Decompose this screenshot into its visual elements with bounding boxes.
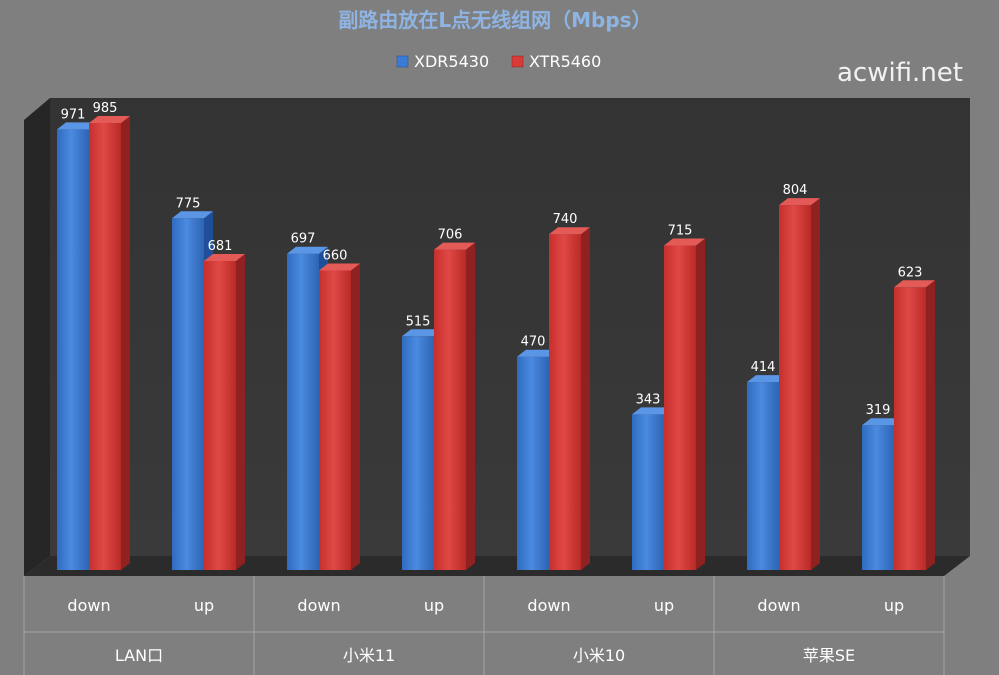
bar-xtr5460-5 — [664, 238, 705, 570]
watermark: acwifi.net — [837, 58, 963, 88]
x-tick-label-4: down — [527, 596, 570, 615]
data-label-xdr5430-3: 515 — [406, 314, 431, 329]
value-labels: 971 985 775 681 697 660 515 706 470 740 343 715 414 8… — [61, 101, 923, 418]
x-tick-label-3: up — [424, 596, 444, 615]
bars — [57, 116, 935, 571]
data-label-xdr5430-0: 971 — [61, 107, 86, 122]
bar-xtr5460-6 — [779, 198, 820, 570]
x-tick-label-0: down — [67, 596, 110, 615]
bar-xtr5460-3 — [434, 242, 475, 571]
side-wall — [24, 98, 50, 576]
data-label-xtr5460-5: 715 — [668, 224, 693, 239]
group-label-1: 小米11 — [343, 646, 395, 665]
floor — [24, 556, 970, 576]
data-label-xdr5430-6: 414 — [751, 360, 776, 375]
legend-label-xtr5460: XTR5460 — [529, 52, 601, 71]
x-tick-label-7: up — [884, 596, 904, 615]
group-label-3: 苹果SE — [803, 646, 855, 665]
legend-swatch-xtr5460 — [511, 55, 524, 68]
data-label-xdr5430-7: 319 — [866, 403, 891, 418]
bar-xtr5460-2 — [319, 263, 360, 570]
data-label-xtr5460-1: 681 — [208, 239, 233, 254]
category-table — [23, 576, 945, 675]
group-label-0: LAN口 — [115, 646, 163, 665]
x-axis-labels: down up down up down up down up LAN口 小米11 小米10 苹果SE — [67, 596, 904, 665]
bar-xtr5460-0 — [89, 116, 130, 570]
legend: XDR5430 XTR5460 — [396, 52, 601, 71]
data-label-xdr5430-4: 470 — [521, 335, 546, 350]
bar-xtr5460-4 — [549, 227, 590, 571]
legend-label-xdr5430: XDR5430 — [414, 52, 489, 71]
chart-title: 副路由放在L点无线组网（Mbps） — [338, 8, 651, 32]
data-label-xtr5460-7: 623 — [898, 265, 923, 280]
data-label-xtr5460-4: 740 — [553, 212, 578, 227]
back-wall — [50, 98, 970, 556]
group-label-2: 小米10 — [573, 646, 625, 665]
x-tick-label-1: up — [194, 596, 214, 615]
data-label-xtr5460-3: 706 — [438, 228, 463, 243]
bar-xtr5460-1 — [204, 253, 245, 570]
data-label-xtr5460-2: 660 — [323, 248, 348, 263]
legend-swatch-xdr5430 — [396, 55, 409, 68]
x-tick-label-2: down — [297, 596, 340, 615]
bar-xtr5460-7 — [894, 280, 935, 570]
data-label-xtr5460-0: 985 — [93, 101, 118, 116]
x-tick-label-6: down — [757, 596, 800, 615]
data-label-xdr5430-2: 697 — [291, 232, 316, 247]
data-label-xdr5430-1: 775 — [176, 196, 201, 211]
data-label-xtr5460-6: 804 — [783, 183, 808, 198]
data-label-xdr5430-5: 343 — [636, 392, 661, 407]
x-tick-label-5: up — [654, 596, 674, 615]
